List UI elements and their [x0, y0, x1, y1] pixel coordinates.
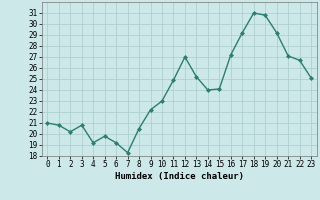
- X-axis label: Humidex (Indice chaleur): Humidex (Indice chaleur): [115, 172, 244, 181]
